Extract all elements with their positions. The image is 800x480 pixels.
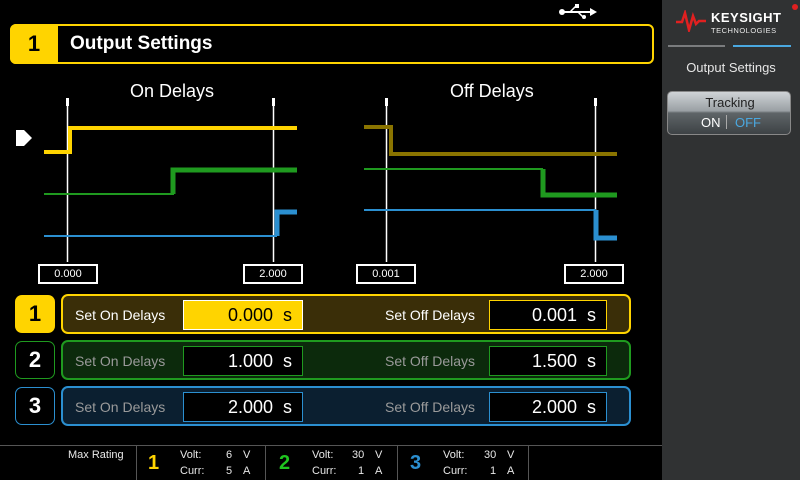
footer-separator (265, 446, 266, 480)
rating-ch1-curr-label: Curr: (180, 465, 205, 477)
rating-ch1-volt-label: Volt: (180, 449, 202, 461)
footer-separator (397, 446, 398, 480)
off-delay-start-label: 0.001 (356, 264, 416, 284)
status-dot-icon (792, 4, 798, 10)
rating-ch2-number: 2 (279, 452, 291, 474)
off-delays-diagram (364, 98, 617, 262)
header-channel-badge: 1 (10, 24, 58, 64)
rating-ch1-volt: 6 (226, 449, 233, 461)
rating-ch1-curr-unit: A (243, 465, 251, 477)
delay-diagrams (16, 98, 617, 262)
on-delays-title: On Delays (130, 81, 215, 101)
tracking-on-label: ON (701, 115, 721, 130)
channel-1-badge[interactable]: 1 (15, 295, 55, 333)
usb-icon (559, 4, 597, 19)
sidebar-divider (668, 45, 725, 47)
ch3-off-delay-value: 2.000 (531, 396, 577, 417)
ch1-on-delay-label: Set On Delays (75, 307, 166, 323)
ch3-off-delay-label: Set Off Delays (385, 399, 476, 415)
ch1-off-delay-label: Set Off Delays (385, 307, 476, 323)
on-delay-end-label: 2.000 (243, 264, 303, 284)
off-delay-end-label: 2.000 (564, 264, 624, 284)
footer-separator (528, 446, 529, 480)
tracking-button[interactable]: Tracking ON OFF (667, 91, 791, 135)
rating-ch1-volt-unit: V (243, 449, 251, 461)
ch1-off-delay-field[interactable]: 0.001 s (489, 300, 607, 330)
rating-ch3-volt: 30 (484, 449, 497, 461)
ch3-on-delay-unit: s (283, 396, 292, 417)
ch2-on-delay-unit: s (283, 350, 292, 371)
rating-ch3-volt-label: Volt: (443, 449, 465, 461)
footer-separator (136, 446, 137, 480)
channel-2-badge[interactable]: 2 (15, 341, 55, 379)
rating-ch3-curr-unit: A (507, 465, 515, 477)
footer-divider (0, 445, 662, 446)
ch1-off-delay-unit: s (587, 304, 596, 325)
rating-ch3-curr-label: Curr: (443, 465, 468, 477)
sidebar-divider-active (733, 45, 791, 47)
rating-ch2-curr: 1 (358, 465, 365, 477)
ch2-on-delay-value: 1.000 (227, 350, 273, 371)
on-delay-start-label: 0.000 (38, 264, 98, 284)
rating-ch3-volt-unit: V (507, 449, 515, 461)
keysight-logo-icon (676, 10, 706, 32)
ch2-off-delay-unit: s (587, 350, 596, 371)
ch3-on-delay-label: Set On Delays (75, 399, 166, 415)
page-header: 1 Output Settings (10, 24, 654, 64)
rating-ch2-curr-label: Curr: (312, 465, 337, 477)
ch2-off-delay-field[interactable]: 1.500 s (489, 346, 607, 376)
tracking-title: Tracking (705, 95, 755, 110)
rating-ch3-curr: 1 (490, 465, 497, 477)
off-delays-title: Off Delays (450, 81, 534, 101)
tracking-separator (726, 115, 727, 129)
brand-name: KEYSIGHT (711, 10, 782, 25)
selection-pointer-icon (16, 130, 32, 146)
tracking-off-label: OFF (735, 115, 761, 130)
rating-ch2-volt: 30 (352, 449, 365, 461)
ch1-on-delay-value: 0.000 (227, 304, 273, 325)
rating-ch3-number: 3 (410, 452, 422, 474)
rating-ch2-volt-unit: V (375, 449, 383, 461)
ch3-off-delay-unit: s (587, 396, 596, 417)
ch1-off-delay-value: 0.001 (531, 304, 577, 325)
ch1-on-delay-unit: s (283, 304, 292, 325)
channel-2-row: Set On Delays 1.000 s Set Off Delays 1.5… (61, 340, 631, 380)
rating-ch2-curr-unit: A (375, 465, 383, 477)
brand-sub: TECHNOLOGIES (711, 26, 777, 35)
page-title: Output Settings (70, 33, 213, 54)
sidebar (662, 0, 800, 480)
ch3-off-delay-field[interactable]: 2.000 s (489, 392, 607, 422)
channel-1-row: Set On Delays 0.000 s Set Off Delays 0.0… (61, 294, 631, 334)
ch2-on-delay-field[interactable]: 1.000 s (183, 346, 303, 376)
off-trace-ch1 (364, 125, 617, 156)
max-rating-label: Max Rating (68, 449, 124, 461)
on-trace-ch1 (44, 126, 297, 154)
on-delays-diagram (44, 98, 297, 262)
ch2-off-delay-label: Set Off Delays (385, 353, 476, 369)
sidebar-section-label: Output Settings (686, 60, 776, 75)
ch1-on-delay-field[interactable]: 0.000 s (183, 300, 303, 330)
ch3-on-delay-value: 2.000 (227, 396, 273, 417)
rating-ch1-curr: 5 (226, 465, 233, 477)
ch2-off-delay-value: 1.500 (531, 350, 577, 371)
ch3-on-delay-field[interactable]: 2.000 s (183, 392, 303, 422)
channel-3-row: Set On Delays 2.000 s Set Off Delays 2.0… (61, 386, 631, 426)
rating-ch1-number: 1 (148, 452, 160, 474)
ch2-on-delay-label: Set On Delays (75, 353, 166, 369)
rating-ch2-volt-label: Volt: (312, 449, 334, 461)
channel-3-badge[interactable]: 3 (15, 387, 55, 425)
